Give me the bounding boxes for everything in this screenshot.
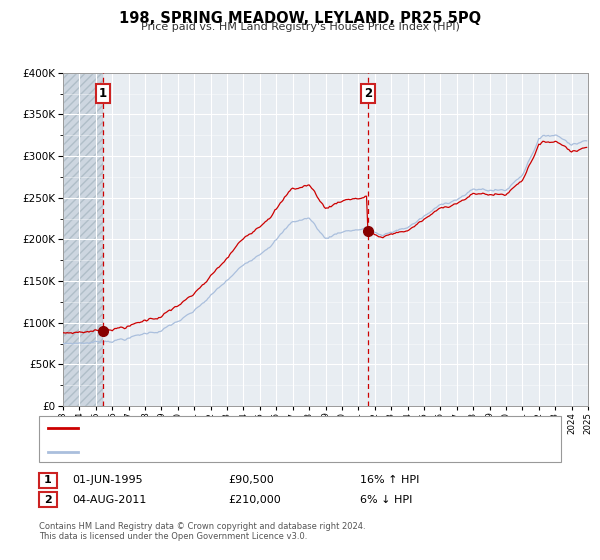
Text: 2: 2 [44, 494, 52, 505]
Text: 1: 1 [98, 87, 107, 100]
Text: £90,500: £90,500 [228, 475, 274, 486]
Text: 16% ↑ HPI: 16% ↑ HPI [360, 475, 419, 486]
Bar [63, 73, 103, 406]
Text: Contains HM Land Registry data © Crown copyright and database right 2024.
This d: Contains HM Land Registry data © Crown c… [39, 522, 365, 542]
Text: 6% ↓ HPI: 6% ↓ HPI [360, 494, 412, 505]
Text: 04-AUG-2011: 04-AUG-2011 [72, 494, 146, 505]
Text: 198, SPRING MEADOW, LEYLAND, PR25 5PQ (detached house): 198, SPRING MEADOW, LEYLAND, PR25 5PQ (d… [84, 423, 395, 433]
Text: 2: 2 [364, 87, 372, 100]
Text: Price paid vs. HM Land Registry's House Price Index (HPI): Price paid vs. HM Land Registry's House … [140, 22, 460, 32]
Text: 01-JUN-1995: 01-JUN-1995 [72, 475, 143, 486]
Text: 1: 1 [44, 475, 52, 486]
Bar [63, 73, 103, 406]
Text: 198, SPRING MEADOW, LEYLAND, PR25 5PQ: 198, SPRING MEADOW, LEYLAND, PR25 5PQ [119, 11, 481, 26]
Text: HPI: Average price, detached house, Chorley: HPI: Average price, detached house, Chor… [84, 447, 307, 457]
Text: £210,000: £210,000 [228, 494, 281, 505]
